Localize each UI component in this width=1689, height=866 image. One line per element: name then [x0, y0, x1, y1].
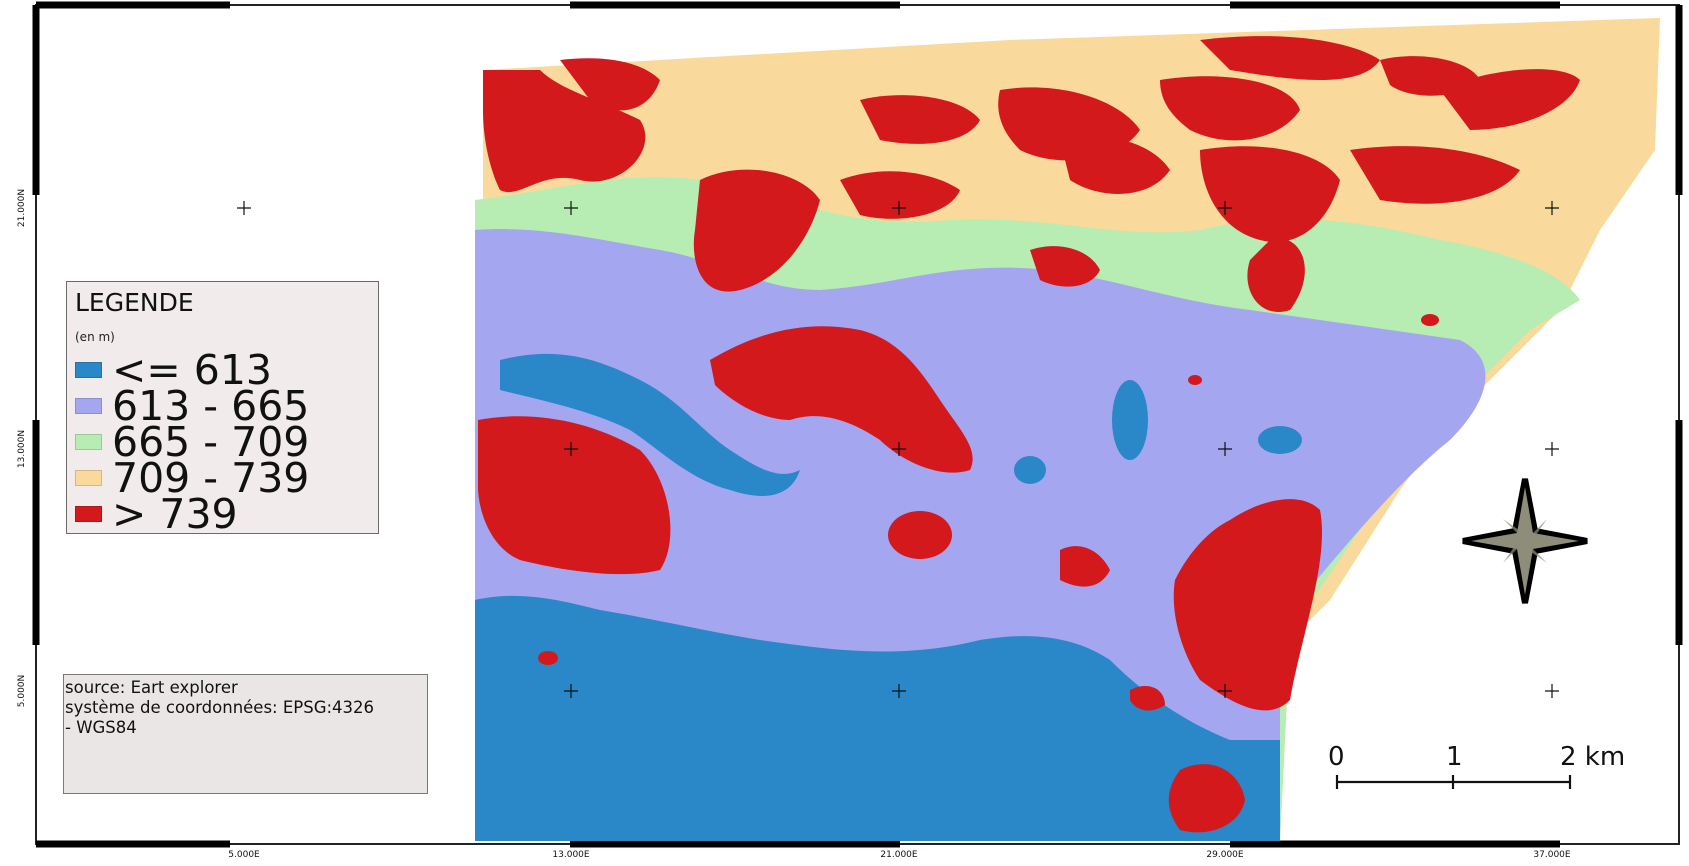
y-tick-label: 21.000N	[17, 188, 27, 228]
crs-line: système de coordonnées: EPSG:4326	[65, 698, 375, 717]
legend-title: LEGENDE	[75, 288, 194, 317]
legend-label: 665 - 709	[112, 418, 310, 466]
elevation-raster	[475, 18, 1660, 842]
legend-label: <= 613	[112, 346, 272, 394]
scale-label-1: 1	[1446, 742, 1463, 772]
source-line: source: Eart explorer	[65, 678, 238, 697]
legend-item: <= 613	[75, 346, 272, 394]
legend-label: 613 - 665	[112, 382, 310, 430]
graticule-crosses	[237, 201, 1559, 698]
frame-ticks	[32, 1, 1683, 848]
scale-label-2: 2 km	[1560, 742, 1626, 772]
x-tick-label: 5.000E	[228, 850, 260, 860]
compass-star-icon	[1462, 478, 1588, 604]
legend-swatch	[75, 434, 102, 450]
source-box: source: Eart explorer système de coordon…	[63, 674, 428, 794]
class-blue-channel	[500, 353, 800, 496]
class-red-areas	[478, 36, 1580, 833]
legend: LEGENDE (en m) <= 613 613 - 665 665 - 70…	[66, 281, 379, 538]
legend-swatch	[75, 362, 102, 378]
class-blue-patch	[1258, 426, 1302, 454]
legend-item: > 739	[75, 490, 238, 538]
y-tick-label: 13.000N	[17, 429, 27, 469]
y-tick-label: 5.000N	[17, 674, 27, 708]
legend-item: 709 - 739	[75, 454, 310, 502]
scale-label-0: 0	[1328, 742, 1345, 772]
x-tick-label: 37.000E	[1533, 850, 1571, 860]
legend-swatch	[75, 506, 102, 522]
class-blue-patch	[1014, 456, 1046, 484]
x-tick-label: 29.000E	[1206, 850, 1244, 860]
legend-unit: (en m)	[75, 330, 115, 344]
x-tick-label: 21.000E	[880, 850, 918, 860]
legend-swatch	[75, 470, 102, 486]
legend-label: > 739	[112, 490, 238, 538]
legend-label: 709 - 739	[112, 454, 310, 502]
crs-line-continued: - WGS84	[65, 718, 137, 737]
class-blue-patch	[1112, 380, 1148, 460]
legend-item: 613 - 665	[75, 382, 310, 430]
class-blue-zone	[475, 595, 1280, 841]
x-tick-label: 13.000E	[552, 850, 590, 860]
legend-item: 665 - 709	[75, 418, 310, 466]
scale-bar	[1335, 775, 1572, 789]
legend-swatch	[75, 398, 102, 414]
